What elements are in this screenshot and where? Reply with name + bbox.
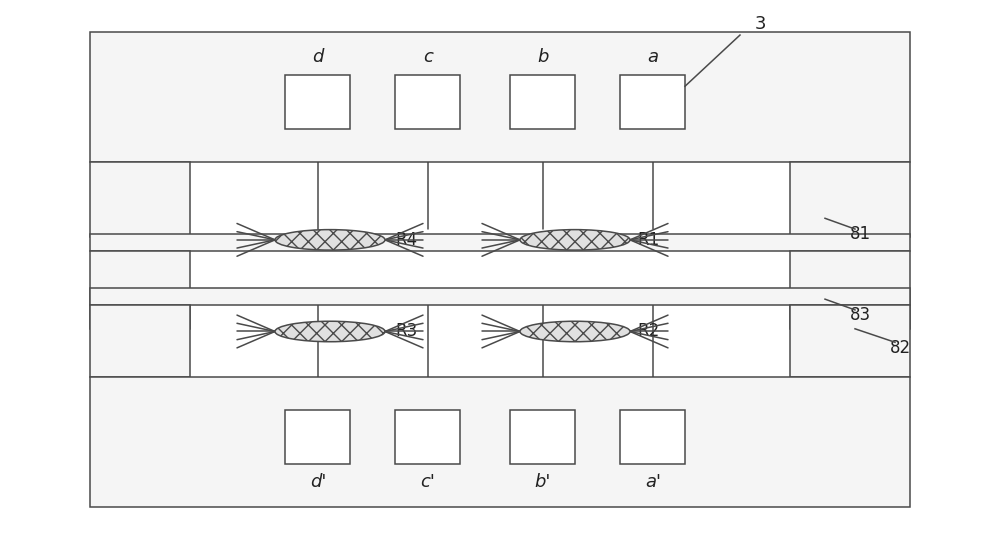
- Bar: [510, 410, 575, 464]
- Bar: [285, 75, 350, 129]
- Text: c': c': [421, 473, 435, 492]
- Text: 3: 3: [754, 15, 766, 33]
- Text: 82: 82: [889, 338, 911, 357]
- Bar: [395, 75, 460, 129]
- Bar: [90, 251, 190, 329]
- Text: c: c: [423, 47, 433, 66]
- Text: d: d: [312, 47, 324, 66]
- Bar: [790, 305, 910, 377]
- Bar: [790, 251, 910, 329]
- Ellipse shape: [275, 230, 385, 250]
- Bar: [90, 305, 190, 377]
- Text: 83: 83: [849, 306, 871, 324]
- Text: a: a: [648, 47, 658, 66]
- Text: d': d': [310, 473, 326, 492]
- Bar: [90, 234, 910, 251]
- Bar: [395, 410, 460, 464]
- Text: R3: R3: [395, 322, 417, 341]
- Bar: [90, 288, 910, 305]
- Text: R4: R4: [395, 231, 417, 249]
- Bar: [285, 410, 350, 464]
- Bar: [620, 75, 685, 129]
- Text: R2: R2: [637, 322, 659, 341]
- Ellipse shape: [520, 321, 630, 342]
- Bar: [790, 162, 910, 237]
- Text: b': b': [535, 473, 551, 492]
- Text: b: b: [537, 47, 549, 66]
- Bar: [90, 32, 910, 162]
- Bar: [620, 410, 685, 464]
- Bar: [510, 75, 575, 129]
- Ellipse shape: [275, 321, 385, 342]
- Bar: [90, 162, 190, 237]
- Bar: [90, 377, 910, 507]
- Ellipse shape: [520, 230, 630, 250]
- Text: a': a': [645, 473, 661, 492]
- Text: 81: 81: [849, 225, 871, 244]
- Text: R1: R1: [637, 231, 659, 249]
